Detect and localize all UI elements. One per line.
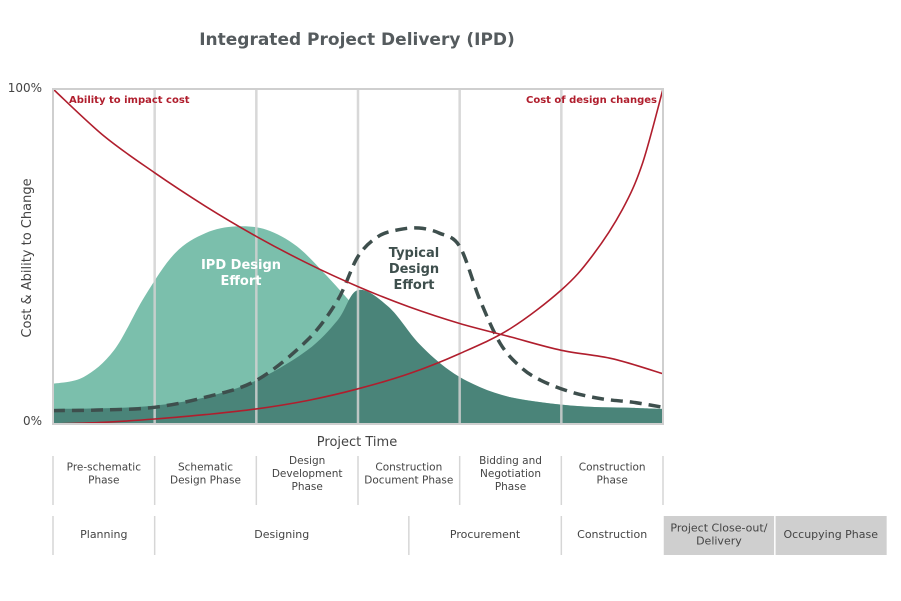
band-label: Project Close-out/Delivery bbox=[670, 522, 767, 548]
band-label: Procurement bbox=[450, 528, 521, 541]
chart-title: Integrated Project Delivery (IPD) bbox=[199, 30, 515, 50]
phase-row: Pre-schematic Phase Schematic Design Phase D… bbox=[52, 455, 664, 505]
phase-label: Pre-schematic Phase bbox=[67, 462, 142, 487]
phase-label: Design Development Phase bbox=[272, 455, 343, 493]
cost-line-1 bbox=[52, 88, 664, 425]
band-label: Construction bbox=[577, 528, 647, 541]
band-label: Planning bbox=[80, 528, 127, 541]
phase-label: Bidding and Negotiation Phase bbox=[479, 455, 542, 493]
ability-label: Ability to impact cost bbox=[69, 95, 190, 106]
y-tick-bottom: 0% bbox=[23, 414, 42, 428]
band-shade bbox=[663, 516, 775, 555]
ipd-effort-label: IPD Design Effort bbox=[201, 258, 281, 289]
y-tick-top: 100% bbox=[8, 81, 42, 95]
band-label: Designing bbox=[254, 528, 309, 541]
phase-label: Construction Document Phase bbox=[364, 462, 453, 487]
band-row: Planning Designing Procurement Construction… bbox=[52, 516, 887, 555]
cost-changes-label: Cost of design changes bbox=[526, 95, 657, 106]
x-axis-label: Project Time bbox=[317, 435, 397, 450]
phase-label: Schematic Design Phase bbox=[170, 462, 241, 487]
plot-frame bbox=[52, 88, 664, 425]
typical-effort-line bbox=[52, 226, 664, 413]
phase-label: Construction Phase bbox=[579, 462, 646, 487]
plot-area: IPD Design Effort Typical Design Effort Abili… bbox=[52, 88, 664, 425]
cost-line-0 bbox=[52, 88, 664, 375]
typical-effort-label: Typical Design Effort bbox=[389, 246, 440, 293]
band-label: Occupying Phase bbox=[783, 528, 878, 541]
y-axis-label: Cost & Ability to Change bbox=[20, 178, 35, 337]
band-shade bbox=[774, 516, 887, 555]
